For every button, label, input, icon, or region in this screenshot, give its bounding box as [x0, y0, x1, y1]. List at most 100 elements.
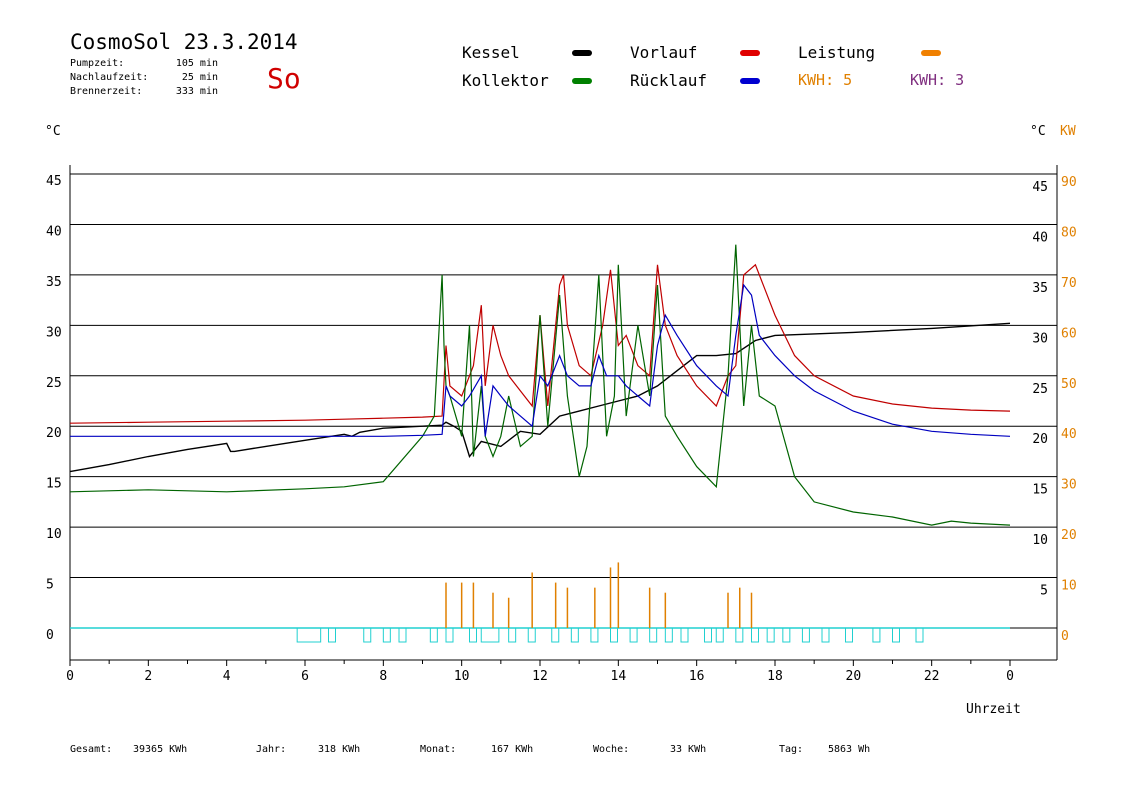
x-tick-label-10: 20 [846, 669, 862, 684]
cycle-box-14 [610, 627, 618, 643]
legend-leistung-swatch [921, 50, 941, 56]
cycle-box-27 [845, 627, 853, 643]
cycle-box-29 [892, 627, 900, 643]
cycle-box-22 [751, 627, 759, 643]
y-right-c-tick-label-15: 15 [1032, 483, 1048, 498]
y-right-kw-tick-label-90: 90 [1061, 175, 1077, 190]
footer-jahr-label: Jahr: [256, 744, 287, 755]
x-tick-label-8: 16 [689, 669, 705, 684]
footer-tag-label: Tag: [779, 744, 804, 755]
y-right-c-tick-label-10: 10 [1032, 533, 1048, 548]
kwh-left-value: 5 [843, 71, 853, 89]
cycle-box-3 [382, 627, 391, 643]
kwh-right-label: KWH: [910, 71, 947, 89]
y-left-tick-label-45: 45 [46, 174, 62, 189]
legend-ruecklauf-swatch [740, 78, 760, 84]
legend-vorlauf-swatch [740, 50, 760, 56]
x-tick-label-4: 8 [379, 669, 387, 684]
brennerzeit-label: Brennerzeit: [70, 86, 143, 97]
cycle-box-7 [469, 627, 477, 643]
y-right-c-tick-label-25: 25 [1032, 382, 1048, 397]
footer-jahr-value: 318 KWh [318, 744, 361, 755]
weekday-label: So [267, 62, 301, 95]
cycle-box-8 [480, 627, 500, 643]
footer-gesamt-label: Gesamt: [70, 744, 113, 755]
footer-gesamt-value: 39365 KWh [133, 744, 188, 755]
y-right-c-tick-label-35: 35 [1032, 281, 1048, 296]
cycle-box-18 [680, 627, 689, 643]
cycle-box-10 [527, 627, 536, 643]
y-left-tick-label-40: 40 [46, 224, 62, 239]
brennerzeit-value: 333 min [175, 86, 218, 97]
chart-title: CosmoSol 23.3.2014 [70, 30, 298, 54]
cycle-box-20 [715, 627, 724, 643]
y-right-kw-tick-label-0: 0 [1061, 629, 1069, 644]
x-tick-label-12: 0 [1006, 669, 1014, 684]
kwh-right-value: 3 [955, 71, 965, 89]
kwh-left-label: KWH: [798, 71, 835, 89]
series-line-kollektor [69, 244, 1011, 526]
cycle-box-11 [551, 627, 560, 643]
y-left-tick-label-30: 30 [46, 325, 62, 340]
footer-monat-value: 167 KWh [491, 744, 534, 755]
y-right-kw-tick-label-80: 80 [1061, 225, 1077, 240]
y-right-c-tick-label-40: 40 [1032, 230, 1048, 245]
y-left-tick-label-20: 20 [46, 426, 62, 441]
series-line-kessel [69, 322, 1011, 473]
footer-woche-value: 33 KWh [670, 744, 707, 755]
cycle-box-15 [629, 627, 638, 643]
cycle-box-13 [590, 627, 599, 643]
cycle-box-28 [872, 627, 881, 643]
legend-kessel-label: Kessel [462, 43, 520, 62]
right-axis-unit-kw: KW [1060, 124, 1076, 139]
series-line-vorlauf [69, 263, 1011, 424]
x-axis-label: Uhrzeit [966, 702, 1021, 717]
legend-kessel-swatch [572, 50, 592, 56]
y-right-c-tick-label-5: 5 [1040, 584, 1048, 599]
cycle-box-24 [782, 627, 791, 643]
x-tick-label-5: 10 [454, 669, 470, 684]
footer-monat-label: Monat: [420, 744, 457, 755]
x-tick-label-11: 22 [924, 669, 940, 684]
cycle-box-30 [915, 627, 924, 643]
series-line-ruecklauf [70, 283, 1011, 437]
y-right-kw-tick-label-10: 10 [1061, 579, 1077, 594]
legend-kollektor-swatch [572, 78, 592, 84]
cycle-box-1 [328, 627, 336, 643]
pumpzeit-row: Pumpzeit: 105 min [70, 58, 218, 69]
cycle-box-17 [664, 627, 673, 643]
right-axis-unit-c: °C [1030, 124, 1046, 139]
y-left-tick-label-25: 25 [46, 376, 62, 391]
x-tick-label-2: 4 [223, 669, 231, 684]
cycle-box-21 [735, 627, 744, 643]
footer-tag-value: 5863 Wh [828, 744, 871, 755]
y-right-kw-tick-label-30: 30 [1061, 478, 1077, 493]
x-tick-label-3: 6 [301, 669, 309, 684]
cycle-box-12 [570, 627, 579, 643]
y-right-kw-tick-label-70: 70 [1061, 276, 1077, 291]
cycle-box-2 [363, 627, 372, 643]
cycle-box-9 [508, 627, 517, 643]
y-left-tick-label-0: 0 [46, 628, 54, 643]
cycle-box-26 [821, 627, 830, 643]
cycle-box-25 [801, 627, 810, 643]
kwh-total-label: KWH: 5 [798, 71, 852, 89]
x-tick-label-7: 14 [611, 669, 627, 684]
y-right-kw-tick-label-60: 60 [1061, 326, 1077, 341]
cycle-box-6 [445, 627, 454, 643]
y-right-c-tick-label-45: 45 [1032, 180, 1048, 195]
cycle-box-23 [766, 627, 775, 643]
left-axis-unit: °C [45, 124, 61, 139]
y-right-c-tick-label-30: 30 [1032, 331, 1048, 346]
y-right-c-tick-label-20: 20 [1032, 432, 1048, 447]
footer-woche-label: Woche: [593, 744, 630, 755]
y-right-kw-tick-label-40: 40 [1061, 427, 1077, 442]
brennerzeit-row: Brennerzeit: 333 min [70, 86, 218, 97]
legend-vorlauf-label: Vorlauf [630, 43, 698, 62]
cycle-box-19 [704, 627, 712, 643]
nachlaufzeit-value: 25 min [181, 72, 218, 83]
y-left-tick-label-5: 5 [46, 578, 54, 593]
pumpzeit-value: 105 min [175, 58, 218, 69]
x-tick-label-6: 12 [532, 669, 548, 684]
